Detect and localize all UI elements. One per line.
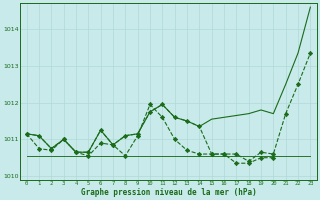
X-axis label: Graphe pression niveau de la mer (hPa): Graphe pression niveau de la mer (hPa): [81, 188, 256, 197]
